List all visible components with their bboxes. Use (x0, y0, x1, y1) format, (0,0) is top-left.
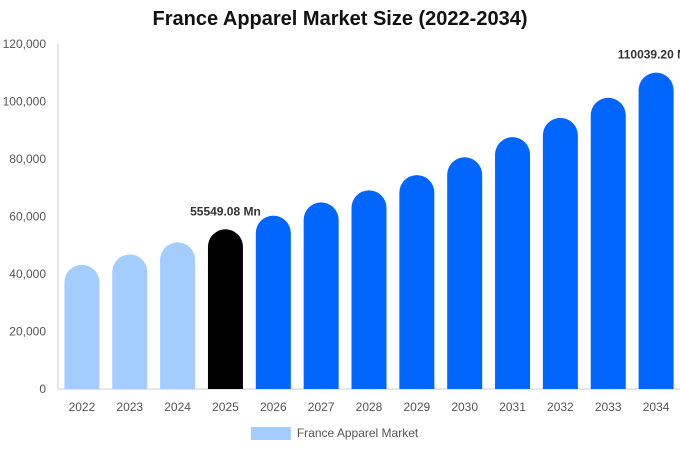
legend-swatch[interactable] (250, 427, 291, 440)
x-tick-label: 2028 (356, 400, 383, 414)
y-tick-label: 80,000 (9, 152, 46, 166)
y-tick-label: 120,000 (3, 37, 47, 51)
y-tick-label: 40,000 (9, 267, 46, 281)
y-tick-label: 0 (39, 382, 46, 396)
x-tick-label: 2032 (547, 400, 574, 414)
data-label-2025: 55549.08 Mn (190, 204, 261, 218)
data-label-2034: 110039.20 Mn (618, 48, 680, 62)
bar-2028 (351, 190, 387, 389)
x-tick-label: 2029 (403, 400, 430, 414)
bar-2024 (160, 242, 196, 389)
y-tick-label: 20,000 (9, 325, 46, 339)
bar-2027 (303, 202, 339, 389)
chart-title: France Apparel Market Size (2022-2034) (152, 8, 528, 30)
y-tick-label: 60,000 (9, 210, 46, 224)
x-tick-label: 2033 (595, 400, 622, 414)
bar-2029 (399, 175, 435, 389)
bar-2032 (542, 117, 578, 389)
chart-axes: 0 20,000 40,000 60,000 80,000 100,000 120,000 (3, 37, 680, 396)
x-tick-label: 2034 (643, 400, 670, 414)
x-tick-label: 2023 (116, 400, 143, 414)
bar-2023 (112, 254, 148, 389)
bar-2022 (64, 264, 100, 389)
chart-bars (64, 72, 674, 389)
x-tick-label: 2022 (69, 400, 96, 414)
bar-2030 (447, 157, 483, 389)
y-tick-label: 100,000 (3, 95, 47, 109)
chart-legend[interactable]: France Apparel Market (250, 426, 419, 440)
legend-label[interactable]: France Apparel Market (297, 426, 419, 440)
x-tick-label: 2024 (164, 400, 191, 414)
bar-2033 (590, 97, 626, 389)
bar-2034 (638, 72, 674, 389)
x-tick-label: 2027 (308, 400, 335, 414)
x-tick-label: 2030 (451, 400, 478, 414)
chart-labels: 2022 2023 2024 2025 2026 2027 2028 2029 2030 2031… (69, 48, 680, 414)
bar-2031 (495, 137, 531, 389)
bar-2025 (207, 229, 243, 389)
bar-2026 (255, 215, 291, 389)
x-tick-label: 2025 (212, 400, 239, 414)
x-tick-label: 2031 (499, 400, 526, 414)
x-tick-label: 2026 (260, 400, 287, 414)
